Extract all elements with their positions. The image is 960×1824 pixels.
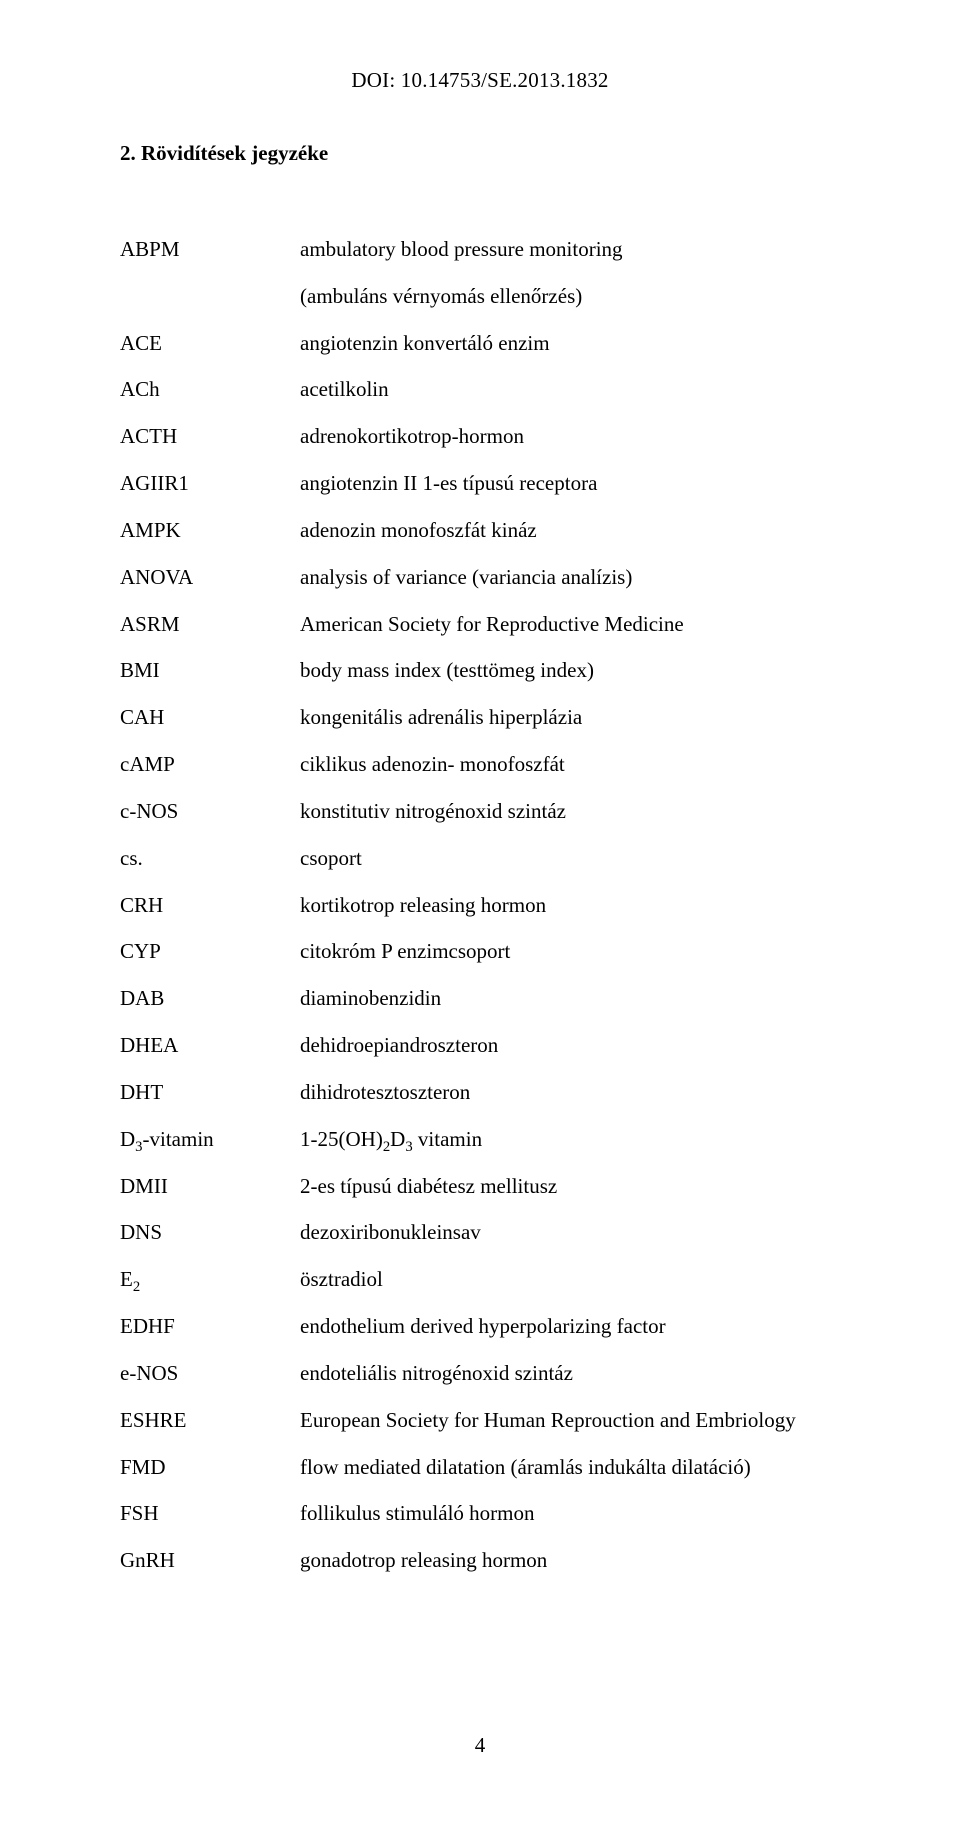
abbrev-row: ASRMAmerican Society for Reproductive Me… [120, 601, 840, 648]
abbrev-term: AGIIR1 [120, 460, 300, 507]
abbrev-term: c-NOS [120, 788, 300, 835]
abbrev-term: ACE [120, 320, 300, 367]
abbrev-term: E2 [120, 1256, 300, 1303]
abbrev-definition: konstitutiv nitrogénoxid szintáz [300, 788, 840, 835]
abbrev-term: ABPM [120, 226, 300, 273]
section-title: 2. Rövidítések jegyzéke [120, 141, 840, 166]
abbrev-definition: dihidrotesztoszteron [300, 1069, 840, 1116]
abbrev-definition: (ambuláns vérnyomás ellenőrzés) [300, 273, 840, 320]
abbrev-term: ASRM [120, 601, 300, 648]
abbrev-term: FMD [120, 1444, 300, 1491]
abbrev-row: cs.csoport [120, 835, 840, 882]
abbrev-row: e-NOSendoteliális nitrogénoxid szintáz [120, 1350, 840, 1397]
abbrev-definition: ambulatory blood pressure monitoring [300, 226, 840, 273]
abbreviation-list: ABPMambulatory blood pressure monitoring… [120, 226, 840, 1584]
abbrev-definition: dezoxiribonukleinsav [300, 1209, 840, 1256]
abbrev-definition: angiotenzin II 1-es típusú receptora [300, 460, 840, 507]
abbrev-row: ANOVAanalysis of variance (variancia ana… [120, 554, 840, 601]
abbrev-definition: csoport [300, 835, 840, 882]
abbrev-definition: 2-es típusú diabétesz mellitusz [300, 1163, 840, 1210]
abbrev-row: CYPcitokróm P enzimcsoport [120, 928, 840, 975]
abbrev-definition: analysis of variance (variancia analízis… [300, 554, 840, 601]
abbrev-definition: endoteliális nitrogénoxid szintáz [300, 1350, 840, 1397]
abbrev-term: D3-vitamin [120, 1116, 300, 1163]
abbrev-term: DHT [120, 1069, 300, 1116]
abbrev-term: DMII [120, 1163, 300, 1210]
abbrev-definition: angiotenzin konvertáló enzim [300, 320, 840, 367]
abbrev-row: DHEAdehidroepiandroszteron [120, 1022, 840, 1069]
abbrev-term: cAMP [120, 741, 300, 788]
abbrev-definition: kongenitális adrenális hiperplázia [300, 694, 840, 741]
abbrev-row: DMII2-es típusú diabétesz mellitusz [120, 1163, 840, 1210]
abbrev-definition: adrenokortikotrop-hormon [300, 413, 840, 460]
abbrev-definition: ösztradiol [300, 1256, 840, 1303]
abbrev-definition: gonadotrop releasing hormon [300, 1537, 840, 1584]
page-number: 4 [0, 1733, 960, 1758]
abbrev-term: GnRH [120, 1537, 300, 1584]
abbrev-term: AMPK [120, 507, 300, 554]
abbrev-definition: kortikotrop releasing hormon [300, 882, 840, 929]
abbrev-row: EDHFendothelium derived hyperpolarizing … [120, 1303, 840, 1350]
abbrev-definition: dehidroepiandroszteron [300, 1022, 840, 1069]
abbrev-row: E2ösztradiol [120, 1256, 840, 1303]
abbrev-row: DHTdihidrotesztoszteron [120, 1069, 840, 1116]
abbrev-term: CYP [120, 928, 300, 975]
abbrev-definition: citokróm P enzimcsoport [300, 928, 840, 975]
abbrev-term: BMI [120, 647, 300, 694]
abbrev-definition: diaminobenzidin [300, 975, 840, 1022]
page: DOI: 10.14753/SE.2013.1832 2. Rövidítése… [0, 0, 960, 1824]
abbrev-row: GnRHgonadotrop releasing hormon [120, 1537, 840, 1584]
abbrev-row: AMPKadenozin monofoszfát kináz [120, 507, 840, 554]
abbrev-term: ANOVA [120, 554, 300, 601]
abbrev-definition: 1-25(OH)2D3 vitamin [300, 1116, 840, 1163]
abbrev-definition: ciklikus adenozin- monofoszfát [300, 741, 840, 788]
abbrev-term: ACh [120, 366, 300, 413]
abbrev-definition: adenozin monofoszfát kináz [300, 507, 840, 554]
abbrev-definition: flow mediated dilatation (áramlás induká… [300, 1444, 840, 1491]
abbrev-term [120, 273, 300, 320]
abbrev-row: AChacetilkolin [120, 366, 840, 413]
abbrev-term: DHEA [120, 1022, 300, 1069]
abbrev-term: cs. [120, 835, 300, 882]
abbrev-term: ESHRE [120, 1397, 300, 1444]
abbrev-row: D3-vitamin1-25(OH)2D3 vitamin [120, 1116, 840, 1163]
doi-header: DOI: 10.14753/SE.2013.1832 [120, 68, 840, 93]
abbrev-term: CRH [120, 882, 300, 929]
abbrev-term: DNS [120, 1209, 300, 1256]
abbrev-definition: body mass index (testtömeg index) [300, 647, 840, 694]
abbrev-row: c-NOSkonstitutiv nitrogénoxid szintáz [120, 788, 840, 835]
abbrev-row: AGIIR1angiotenzin II 1-es típusú recepto… [120, 460, 840, 507]
abbrev-row: FSHfollikulus stimuláló hormon [120, 1490, 840, 1537]
abbrev-row: CRHkortikotrop releasing hormon [120, 882, 840, 929]
abbrev-term: e-NOS [120, 1350, 300, 1397]
abbrev-definition: European Society for Human Reprouction a… [300, 1397, 840, 1444]
abbrev-term: ACTH [120, 413, 300, 460]
abbrev-row: ESHREEuropean Society for Human Reprouct… [120, 1397, 840, 1444]
abbrev-row: BMIbody mass index (testtömeg index) [120, 647, 840, 694]
abbrev-row: (ambuláns vérnyomás ellenőrzés) [120, 273, 840, 320]
abbrev-term: FSH [120, 1490, 300, 1537]
abbrev-term: EDHF [120, 1303, 300, 1350]
abbrev-definition: acetilkolin [300, 366, 840, 413]
abbrev-definition: follikulus stimuláló hormon [300, 1490, 840, 1537]
abbrev-row: FMDflow mediated dilatation (áramlás ind… [120, 1444, 840, 1491]
abbrev-term: CAH [120, 694, 300, 741]
abbrev-row: DNSdezoxiribonukleinsav [120, 1209, 840, 1256]
abbrev-row: CAHkongenitális adrenális hiperplázia [120, 694, 840, 741]
abbrev-definition: American Society for Reproductive Medici… [300, 601, 840, 648]
abbrev-row: ACTHadrenokortikotrop-hormon [120, 413, 840, 460]
abbrev-term: DAB [120, 975, 300, 1022]
abbrev-row: cAMPciklikus adenozin- monofoszfát [120, 741, 840, 788]
abbrev-row: ACEangiotenzin konvertáló enzim [120, 320, 840, 367]
abbrev-row: DABdiaminobenzidin [120, 975, 840, 1022]
abbrev-row: ABPMambulatory blood pressure monitoring [120, 226, 840, 273]
abbrev-definition: endothelium derived hyperpolarizing fact… [300, 1303, 840, 1350]
